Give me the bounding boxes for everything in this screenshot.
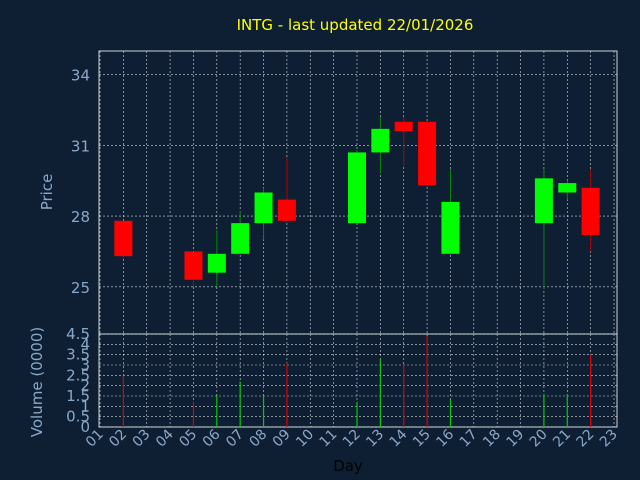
volume-tick-label: 4 (80, 335, 90, 353)
volume-plot-frame (98, 333, 618, 428)
candle-body (534, 178, 553, 224)
candle-body (558, 183, 577, 193)
volume-tick-label: 3.5 (66, 346, 90, 364)
candle-body (581, 187, 600, 235)
price-axis-title: Price (38, 174, 56, 211)
candle-body (418, 121, 437, 186)
chart-title: INTG - last updated 22/01/2026 (237, 16, 474, 34)
candle-body (394, 121, 413, 132)
volume-tick-label: 1.5 (66, 387, 90, 405)
volume-tick-label: 0 (80, 418, 90, 436)
x-axis-title: Day (333, 457, 363, 475)
price-tick-label: 28 (71, 208, 90, 226)
volume-tick-label: 1 (80, 397, 90, 415)
volume-tick-label: 3 (80, 356, 90, 374)
volume-axis-title: Volume (0000) (28, 327, 46, 437)
price-tick-label: 34 (71, 67, 90, 85)
volume-panel: 00.511.522.533.544.5 (66, 325, 618, 436)
candle-body (114, 220, 133, 257)
candle-body (441, 201, 460, 254)
candle-body (371, 128, 390, 153)
x-axis: 01 02 03 04 05 06 07 08 09 10 11 12 13 14 15 16 17 18 19 20… (83, 426, 621, 450)
candle-body (277, 199, 296, 221)
volume-tick-label: 2 (80, 377, 90, 395)
candle-body (231, 223, 250, 254)
volume-tick-label: 0.5 (66, 408, 90, 426)
candle-body (207, 253, 226, 273)
candle-body (348, 152, 366, 224)
price-tick-label: 31 (71, 137, 90, 155)
candle-body (184, 251, 203, 280)
candle-body (254, 192, 273, 224)
volume-tick-label: 4.5 (66, 325, 90, 343)
price-tick-label: 25 (71, 279, 90, 297)
volume-tick-label: 2.5 (66, 366, 90, 384)
price-panel: 25 28 31 34 (71, 50, 618, 335)
